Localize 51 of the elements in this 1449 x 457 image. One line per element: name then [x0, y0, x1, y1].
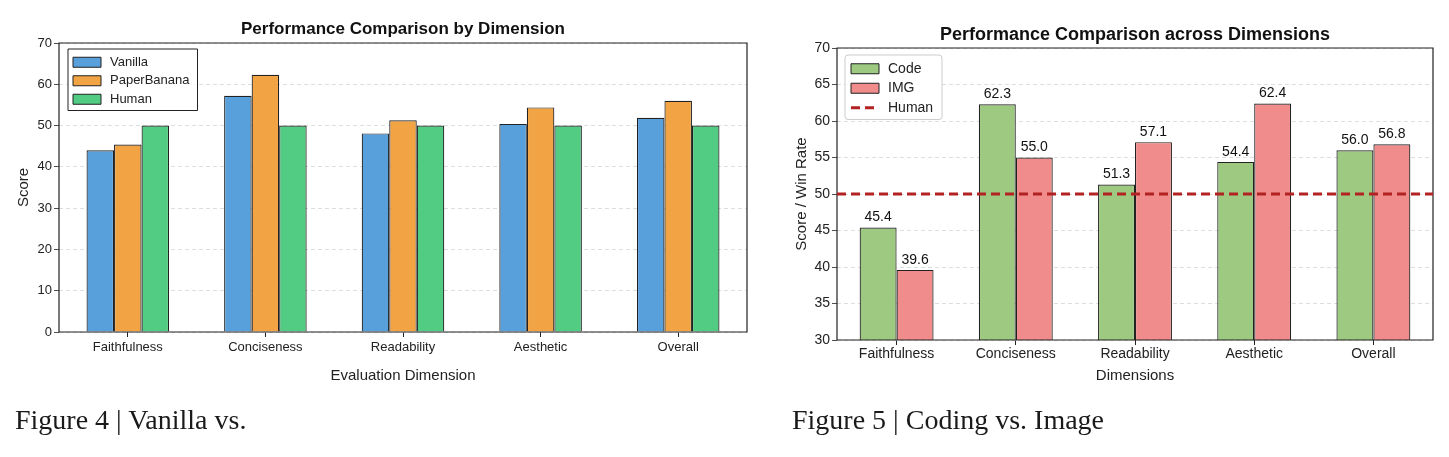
- legend-label: Vanilla: [110, 53, 149, 69]
- data-label: 45.4: [864, 208, 892, 225]
- data-label: 62.4: [1259, 84, 1287, 101]
- legend-label: Human: [110, 90, 152, 106]
- legend-label: IMG: [888, 79, 915, 96]
- legend-label: PaperBanana: [110, 72, 191, 88]
- x-tick-label: Faithfulness: [858, 345, 935, 362]
- caption: Figure 4 | Vanilla vs.: [15, 403, 247, 437]
- y-tick-label: 50: [814, 184, 831, 201]
- y-tick-label: 35: [814, 294, 831, 311]
- y-axis-title: Score: [14, 167, 32, 208]
- x-tick-label: Overall: [1351, 345, 1396, 362]
- y-tick-label: 65: [814, 75, 831, 92]
- x-tick-label: Conciseness: [975, 345, 1056, 362]
- x-axis-title: Dimensions: [1095, 366, 1175, 384]
- x-tick-label: Aesthetic: [513, 339, 568, 355]
- data-label: 57.1: [1139, 123, 1168, 140]
- y-tick-label: 40: [814, 257, 831, 274]
- chart-title: Performance Comparison across Dimensions: [939, 23, 1331, 44]
- y-tick-label: 70: [37, 34, 52, 50]
- y-tick-label: 60: [37, 75, 52, 91]
- caption: Figure 5 | Coding vs. Image: [792, 403, 1105, 437]
- y-tick-label: 50: [37, 117, 52, 133]
- y-tick-label: 30: [37, 199, 52, 215]
- x-tick-label: Overall: [657, 339, 699, 355]
- x-tick-label: Readability: [1100, 345, 1170, 362]
- y-tick-label: 30: [814, 330, 831, 347]
- x-tick-label: Readability: [370, 339, 436, 355]
- x-axis-title: Evaluation Dimension: [330, 366, 476, 384]
- x-tick-label: Aesthetic: [1225, 345, 1283, 362]
- y-tick-label: 10: [37, 282, 52, 298]
- x-tick-label: Faithfulness: [92, 339, 164, 355]
- data-label: 54.4: [1222, 142, 1250, 159]
- data-label: 56.0: [1341, 131, 1369, 148]
- y-tick-label: 40: [37, 158, 52, 174]
- y-tick-label: 55: [814, 148, 831, 165]
- data-label: 56.8: [1378, 125, 1406, 142]
- y-axis-title: Score / Win Rate: [792, 137, 810, 251]
- data-label: 62.3: [983, 85, 1012, 102]
- legend-label: Code: [888, 59, 922, 76]
- legend-label: Human: [888, 98, 934, 115]
- y-tick-label: 20: [37, 241, 52, 257]
- y-tick-label: 0: [44, 323, 52, 339]
- data-label: 55.0: [1020, 138, 1049, 155]
- chart-title: Performance Comparison by Dimension: [240, 18, 566, 38]
- y-tick-label: 70: [814, 38, 831, 55]
- data-label: 51.3: [1102, 165, 1131, 182]
- x-tick-label: Conciseness: [228, 339, 304, 355]
- y-tick-label: 45: [814, 221, 831, 238]
- data-label: 39.6: [901, 250, 929, 267]
- y-tick-label: 60: [814, 111, 831, 128]
